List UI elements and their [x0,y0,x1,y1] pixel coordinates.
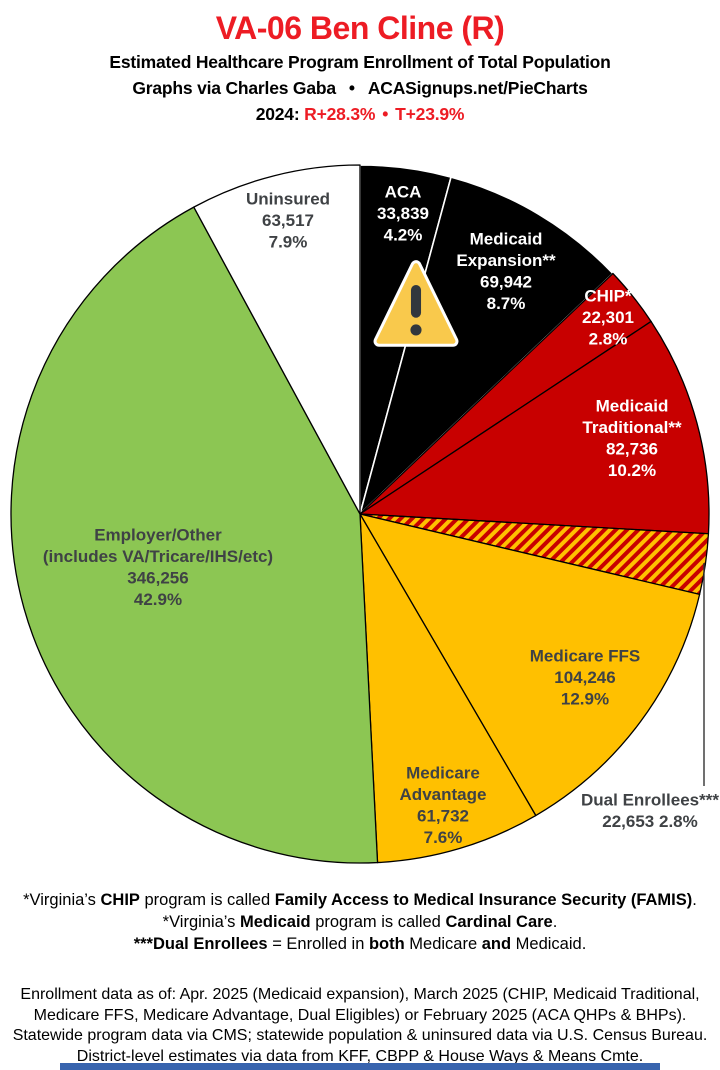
partisan-t-value: T+23.9% [395,104,465,124]
footnote-text: . [552,913,558,931]
pie-slice-uninsured [193,164,361,515]
pie-label-employer-other: Employer/Other (includes VA/Tricare/IHS/e… [43,525,273,609]
footnote-text: program is called [310,913,446,931]
pie-label-aca: ACA 33,839 4.2% [377,182,429,244]
pie-label-chip: CHIP* 22,301 2.8% [582,286,634,348]
source-line: Medicare FFS, Medicare Advantage, Dual E… [33,1006,687,1024]
footnote-bold-text: Medicaid [240,913,311,931]
bullet-separator: • [348,78,355,98]
page-title: VA-06 Ben Cline (R) [215,10,505,46]
pie-label-medicare-advantage: Medicare Advantage 61,732 7.6% [400,763,487,847]
pie-label-medicaid-traditional: Medicaid Traditional** 82,736 10.2% [582,396,682,480]
pie-slice-medicare-advantage [359,513,537,864]
footnote-text: *Virginia’s [23,891,101,909]
bottom-bar [60,1063,660,1070]
pie-label-dual-enrollees: Dual Enrollees*** 22,653 2.8% [581,790,719,831]
pie-slice-medicaid-traditional [359,320,710,535]
partisan-year: 2024: [255,104,300,124]
footnote-text: Medicare [404,935,482,953]
header: VA-06 Ben Cline (R) Estimated Healthcare… [0,0,720,125]
credit-line: Graphs via Charles Gaba • ACASignups.net/P… [0,78,720,99]
footnote-chip: *Virginia’s CHIP program is called Famil… [0,889,720,911]
footnote-text: Medicaid. [511,935,587,953]
footnotes: *Virginia’s CHIP program is called Famil… [0,889,720,955]
credit-author: Graphs via Charles Gaba [132,78,336,98]
bullet-separator: • [382,104,389,124]
footnote-bold-text: Family Access to Medical Insurance Secur… [274,891,693,909]
pie-label-uninsured: Uninsured 63,517 7.9% [246,189,330,251]
source-block: Enrollment data as of: Apr. 2025 (Medica… [0,985,720,1067]
footnote-bold-text: and [481,935,512,953]
footnote-bold-text: Cardinal Care [445,913,553,931]
pie-label-medicaid-expansion: Medicaid Expansion** 69,942 8.7% [456,229,556,313]
pie-label-medicare-ffs: Medicare FFS 104,246 12.9% [530,646,641,708]
pie-slice-medicare-ffs [359,513,701,817]
footnote-bold-text: both [368,935,405,953]
footnote-medicaid: *Virginia’s Medicaid program is called C… [0,911,720,933]
footnote-text: . [692,891,697,909]
footnote-text: = Enrolled in [267,935,369,953]
pie-slice-employer-other [10,206,379,864]
source-line: Enrollment data as of: Apr. 2025 (Medica… [20,986,700,1003]
footnote-bold-text: ***Dual Enrollees [133,935,268,953]
footnote-text: program is called [139,891,275,909]
footnote-text: *Virginia’s [162,913,241,931]
source-line: Statewide program data via CMS; statewid… [12,1027,708,1044]
partisan-r-value: R+28.3% [304,104,376,124]
source-line: District-level estimates via data from K… [76,1047,644,1065]
partisan-lean-line: 2024: R+28.3% • T+23.9% [0,104,720,125]
footnote-dual-enrollees: ***Dual Enrollees = Enrolled in both Med… [0,933,720,955]
credit-site: ACASignups.net/PieCharts [367,78,588,98]
footnote-bold-text: CHIP [100,891,140,909]
pie-slice-medicaid-expansion [359,176,614,515]
subtitle: Estimated Healthcare Program Enrollment … [109,52,611,72]
warning-icon [373,260,459,347]
